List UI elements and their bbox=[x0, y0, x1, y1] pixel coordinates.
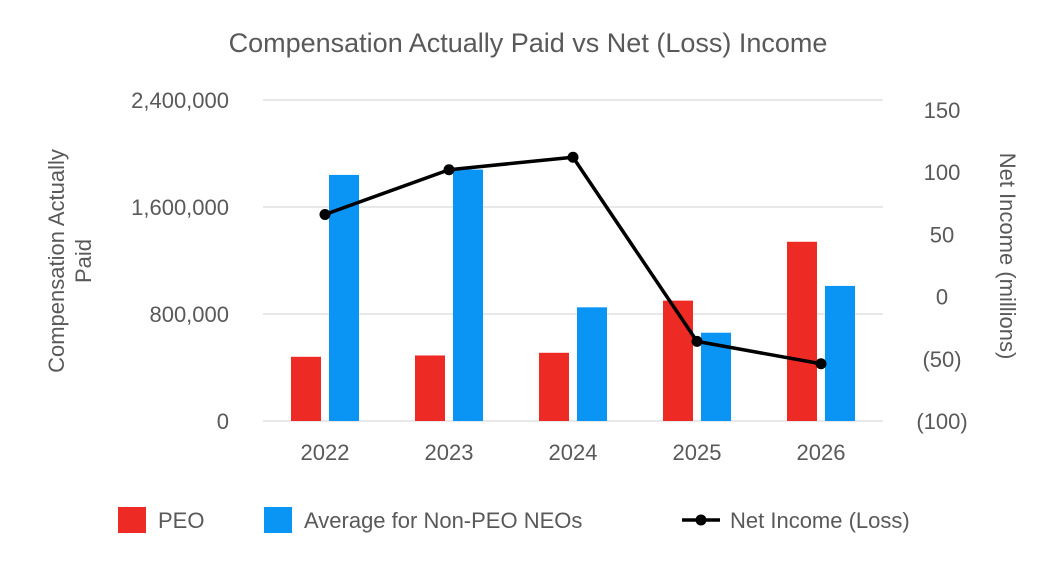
axis-titles: Compensation ActuallyPaid Net Income (mil… bbox=[44, 149, 1020, 373]
right-tick-label: (100) bbox=[916, 409, 967, 434]
right-tick-label: 50 bbox=[930, 222, 954, 247]
legend: PEO Average for Non-PEO NEOs Net Income (L… bbox=[118, 507, 910, 533]
bar-peo-2025 bbox=[663, 300, 693, 421]
legend-label: Net Income (Loss) bbox=[730, 508, 910, 533]
bar-peo-2022 bbox=[291, 356, 321, 421]
right-tick-label: 0 bbox=[936, 285, 948, 310]
bar-peo-2024 bbox=[539, 352, 569, 421]
legend-label: PEO bbox=[158, 508, 204, 533]
x-tick-label: 2026 bbox=[797, 440, 846, 465]
left-tick-label: 1,600,000 bbox=[131, 195, 229, 220]
x-axis-ticks: 2022 2023 2024 2025 2026 bbox=[301, 440, 846, 465]
left-axis-title: Compensation ActuallyPaid bbox=[44, 149, 96, 373]
right-axis-title: Net Income (millions) bbox=[995, 153, 1020, 360]
chart-title: Compensation Actually Paid vs Net (Loss)… bbox=[229, 28, 828, 58]
x-tick-label: 2024 bbox=[549, 440, 598, 465]
bar-average-for-non-peo-neos-2026 bbox=[825, 285, 855, 421]
left-tick-label: 800,000 bbox=[149, 302, 229, 327]
x-tick-label: 2025 bbox=[673, 440, 722, 465]
net-income-point-2023 bbox=[443, 164, 455, 176]
legend-swatch bbox=[118, 507, 146, 533]
line-series bbox=[319, 151, 827, 370]
left-tick-label: 0 bbox=[217, 409, 229, 434]
bars bbox=[291, 169, 855, 421]
right-tick-label: (50) bbox=[922, 347, 961, 372]
net-income-point-2024 bbox=[567, 151, 579, 163]
net-income-line bbox=[324, 155, 822, 366]
net-income-point-2026 bbox=[815, 358, 827, 370]
right-tick-label: 100 bbox=[924, 160, 961, 185]
left-tick-label: 2,400,000 bbox=[131, 88, 229, 113]
legend-marker bbox=[695, 514, 707, 526]
bar-peo-2023 bbox=[415, 355, 445, 421]
bar-peo-2026 bbox=[787, 241, 817, 421]
legend-swatch bbox=[264, 507, 292, 533]
bar-average-for-non-peo-neos-2023 bbox=[453, 169, 483, 421]
right-axis-ticks: (100) (50) 0 50 100 150 bbox=[916, 98, 967, 434]
x-tick-label: 2023 bbox=[425, 440, 474, 465]
left-axis-ticks: 0 800,000 1,600,000 2,400,000 bbox=[131, 88, 229, 434]
x-tick-label: 2022 bbox=[301, 440, 350, 465]
bar-average-for-non-peo-neos-2024 bbox=[577, 307, 607, 421]
bar-average-for-non-peo-neos-2022 bbox=[329, 174, 359, 421]
net-income-point-2025 bbox=[691, 335, 703, 347]
legend-label: Average for Non-PEO NEOs bbox=[304, 508, 582, 533]
right-tick-label: 150 bbox=[924, 98, 961, 123]
net-income-point-2022 bbox=[319, 208, 331, 220]
gridlines bbox=[263, 99, 883, 422]
